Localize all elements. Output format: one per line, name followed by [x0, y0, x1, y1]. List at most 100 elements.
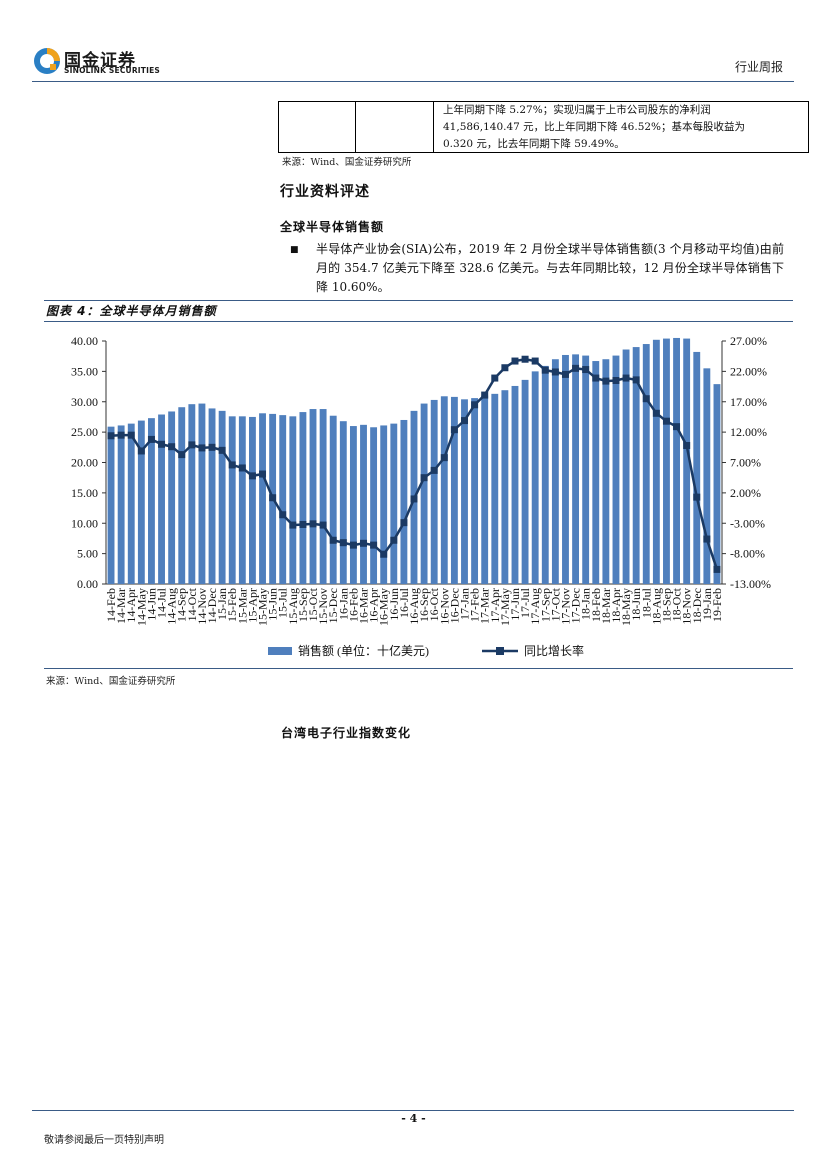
right-tick-label: 7.00% [730, 456, 761, 470]
sales-bar [572, 354, 580, 584]
growth-rate-marker [572, 364, 580, 372]
sales-bar [228, 416, 236, 584]
sales-bar [127, 423, 135, 584]
x-tick-label: 18-May [619, 588, 633, 626]
x-tick-label: 14-Feb [104, 588, 118, 622]
x-tick-label: 16-Jul [397, 587, 411, 618]
sales-bar [329, 415, 337, 584]
sales-bar [582, 355, 590, 584]
x-tick-label: 17-Mar [478, 588, 492, 624]
x-tick-label: 15-Oct [306, 587, 320, 621]
sales-bar [390, 423, 398, 584]
growth-rate-marker [481, 391, 489, 399]
sales-bar [592, 361, 600, 584]
sales-bar [713, 384, 721, 584]
growth-rate-marker [339, 539, 347, 547]
x-tick-label: 18-Dec [690, 588, 704, 623]
sales-bar [491, 393, 499, 584]
sales-bar [319, 409, 327, 584]
sales-bar [632, 347, 640, 584]
legend-label: 同比增长率 [524, 643, 584, 658]
table-text-line: 41,586,140.47 元，比上年同期下降 46.52%；基本每股收益为 [443, 121, 746, 133]
semiconductor-sales-chart: 0.00 5.00 10.00 15.00 20.00 25.00 30.00 35.00 40… [44, 322, 793, 668]
growth-rate-marker [541, 366, 549, 374]
growth-rate-marker [360, 539, 368, 547]
growth-rate-marker [511, 357, 519, 365]
legend-bar-swatch [268, 647, 292, 655]
x-tick-label: 17-Jul [518, 587, 532, 618]
x-tick-label: 18-Jan [579, 588, 593, 620]
x-tick-label: 15-Aug [286, 588, 300, 625]
x-tick-label: 16-Nov [437, 588, 451, 625]
growth-rate-marker [289, 521, 297, 529]
x-tick-label: 19-Feb [710, 588, 724, 622]
report-type-label: 行业周报 [734, 60, 783, 74]
x-tick-label: 17-Aug [528, 588, 542, 625]
sales-bar [360, 424, 367, 584]
growth-rate-marker [188, 441, 196, 449]
x-tick-label: 16-Feb [346, 588, 360, 622]
x-tick-label: 14-Nov [195, 588, 209, 625]
sales-bar [198, 403, 206, 584]
sales-bar [259, 413, 266, 584]
x-tick-label: 17-Apr [488, 588, 502, 623]
sales-bar [279, 415, 287, 584]
body-paragraph: 半导体产业协会(SIA)公布，2019 年 2 月份全球半导体销售额(3 个月移… [316, 242, 784, 294]
table-text-line: 0.320 元，比去年同期下降 59.49%。 [443, 138, 625, 150]
growth-rate-marker [592, 374, 600, 382]
sales-bar [652, 339, 660, 584]
sales-bar [602, 359, 610, 584]
x-tick-label: 15-Feb [225, 588, 239, 622]
x-tick-label: 17-Sep [538, 588, 552, 622]
sales-bar [107, 426, 115, 584]
growth-rate-marker [248, 472, 256, 480]
sales-bar [370, 427, 378, 584]
growth-rate-marker [713, 565, 721, 573]
x-tick-label: 18-Jul [639, 587, 653, 618]
growth-rate-marker [158, 440, 166, 448]
source-note: 来源：Wind、国金证券研究所 [46, 676, 176, 687]
right-tick-label: 27.00% [730, 334, 767, 348]
sales-bar [289, 416, 297, 584]
x-tick-label: 16-Apr [367, 588, 381, 623]
sales-bar [642, 344, 650, 584]
sales-bar [440, 396, 448, 584]
growth-rate-marker [450, 426, 458, 434]
growth-rate-marker [238, 464, 246, 472]
growth-rate-marker [117, 431, 125, 439]
x-tick-label: 18-Sep [659, 588, 673, 622]
sales-bar [471, 398, 479, 584]
sales-bar [461, 399, 468, 584]
table-text-line: 上年同期下降 5.27%；实现归属于上市公司股东的净利润 [443, 104, 711, 116]
table-cell-empty [279, 102, 356, 152]
sales-bar [541, 365, 549, 584]
sales-bar [430, 399, 438, 584]
growth-rate-marker [471, 401, 479, 409]
page-number: - 4 - [401, 1112, 426, 1125]
left-tick-label: 40.00 [71, 334, 98, 348]
growth-rate-marker [693, 493, 701, 501]
growth-rate-marker [349, 541, 357, 549]
x-tick-label: 18-Feb [589, 588, 603, 622]
sales-bar [349, 426, 357, 584]
growth-rate-marker [662, 417, 670, 425]
growth-rate-marker [269, 494, 277, 502]
x-tick-label: 18-Nov [680, 588, 694, 625]
sales-bar [117, 425, 125, 584]
growth-rate-marker [107, 432, 115, 440]
x-tick-label: 15-Jun [266, 588, 280, 621]
x-tick-label: 17-Jan [457, 588, 471, 620]
subsection-title: 全球半导体销售额 [280, 220, 385, 234]
x-tick-label: 15-Nov [316, 588, 330, 625]
growth-rate-marker [642, 395, 650, 403]
x-tick-label: 16-Jun [387, 588, 401, 621]
left-tick-label: 0.00 [77, 577, 98, 591]
growth-rate-marker [420, 474, 428, 482]
sales-bar [299, 412, 307, 584]
x-tick-label: 18-Oct [670, 587, 684, 621]
growth-rate-marker [622, 374, 630, 382]
x-tick-label: 14-Apr [124, 588, 138, 623]
left-tick-label: 10.00 [71, 516, 98, 530]
x-tick-label: 14-Mar [114, 588, 128, 624]
figure-title: 图表 4：全球半导体月销售额 [46, 304, 217, 318]
